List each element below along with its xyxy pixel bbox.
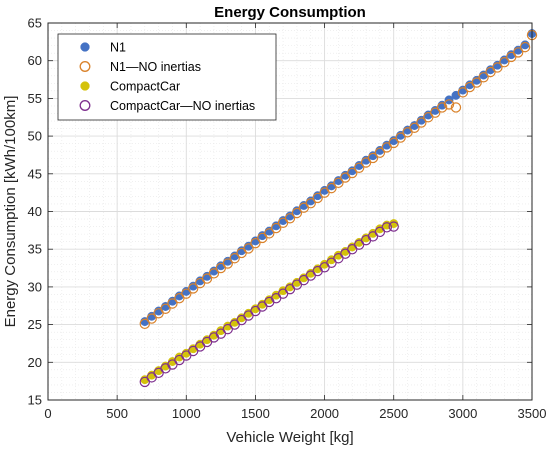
data-point bbox=[222, 258, 233, 269]
data-point bbox=[353, 162, 365, 173]
data-point bbox=[416, 117, 427, 128]
data-point bbox=[146, 313, 157, 324]
data-point bbox=[499, 57, 510, 68]
data-point bbox=[187, 283, 199, 294]
y-tick-label: 45 bbox=[28, 166, 42, 181]
data-point bbox=[374, 147, 386, 158]
data-point bbox=[520, 40, 530, 50]
legend-label: CompactCar—NO inertias bbox=[110, 99, 255, 113]
data-point bbox=[388, 137, 399, 149]
data-point bbox=[395, 132, 406, 143]
data-point bbox=[478, 72, 489, 83]
data-point bbox=[284, 213, 296, 224]
series-1 bbox=[139, 29, 538, 330]
data-point bbox=[471, 77, 482, 88]
x-axis-ticks: 0 500 1000 1500 2000 2500 3000 3500 bbox=[44, 23, 546, 421]
data-point bbox=[264, 228, 275, 239]
y-axis-title: Energy Consumption [kWh/100km] bbox=[2, 96, 19, 328]
y-tick-label: 35 bbox=[28, 242, 42, 257]
data-point bbox=[305, 198, 316, 209]
y-tick-label: 20 bbox=[28, 355, 42, 370]
data-point bbox=[270, 222, 282, 234]
data-point bbox=[160, 303, 171, 314]
data-point bbox=[450, 102, 462, 113]
data-point bbox=[388, 221, 399, 232]
data-point bbox=[512, 47, 524, 58]
data-point bbox=[326, 182, 337, 194]
series-3 bbox=[139, 221, 399, 388]
y-tick-label: 30 bbox=[28, 279, 42, 294]
data-point bbox=[457, 87, 469, 98]
legend-marker bbox=[80, 42, 90, 52]
x-tick-label: 3500 bbox=[518, 406, 547, 421]
x-tick-label: 0 bbox=[44, 406, 51, 421]
data-point bbox=[409, 122, 420, 134]
x-tick-label: 500 bbox=[106, 406, 128, 421]
data-point bbox=[181, 288, 192, 299]
legend-marker bbox=[80, 81, 90, 91]
legend-marker bbox=[79, 61, 91, 72]
series-layer bbox=[139, 29, 538, 388]
legend: N1 N1—NO inertias CompactCar CompactCar—NO … bbox=[57, 33, 277, 121]
data-point bbox=[492, 62, 503, 73]
legend-label: CompactCar bbox=[110, 80, 180, 94]
chart-title: Energy Consumption bbox=[214, 4, 366, 21]
data-point bbox=[291, 207, 303, 219]
x-tick-label: 2000 bbox=[310, 406, 339, 421]
y-axis-ticks: 15 20 25 30 35 40 45 50 55 60 65 bbox=[28, 16, 532, 408]
data-point bbox=[381, 222, 392, 233]
y-tick-label: 50 bbox=[28, 129, 42, 144]
data-point bbox=[208, 268, 220, 279]
data-point bbox=[519, 41, 531, 53]
y-tick-label: 60 bbox=[28, 53, 42, 68]
y-tick-label: 40 bbox=[28, 204, 42, 219]
x-tick-label: 3000 bbox=[448, 406, 477, 421]
x-tick-label: 1000 bbox=[172, 406, 201, 421]
legend-label: N1 bbox=[110, 41, 126, 55]
data-point bbox=[229, 253, 240, 264]
data-point bbox=[250, 237, 261, 249]
y-tick-label: 55 bbox=[28, 91, 42, 106]
data-point bbox=[443, 99, 455, 110]
x-axis-title: Vehicle Weight [kg] bbox=[226, 429, 353, 446]
data-point bbox=[333, 177, 344, 189]
y-tick-label: 25 bbox=[28, 317, 42, 332]
legend-box bbox=[57, 33, 277, 121]
data-point bbox=[201, 273, 213, 284]
data-point bbox=[347, 167, 358, 179]
y-tick-label: 65 bbox=[28, 16, 42, 31]
legend-marker bbox=[79, 100, 91, 111]
y-tick-label: 15 bbox=[28, 393, 42, 408]
legend-label: N1—NO inertias bbox=[110, 60, 201, 74]
data-point bbox=[243, 243, 254, 254]
x-tick-label: 1500 bbox=[241, 406, 270, 421]
data-point bbox=[430, 107, 441, 118]
data-point bbox=[312, 192, 323, 204]
data-point bbox=[436, 102, 448, 113]
x-tick-label: 2500 bbox=[379, 406, 408, 421]
data-point bbox=[367, 152, 379, 164]
data-point bbox=[139, 318, 150, 330]
data-point bbox=[167, 298, 178, 309]
